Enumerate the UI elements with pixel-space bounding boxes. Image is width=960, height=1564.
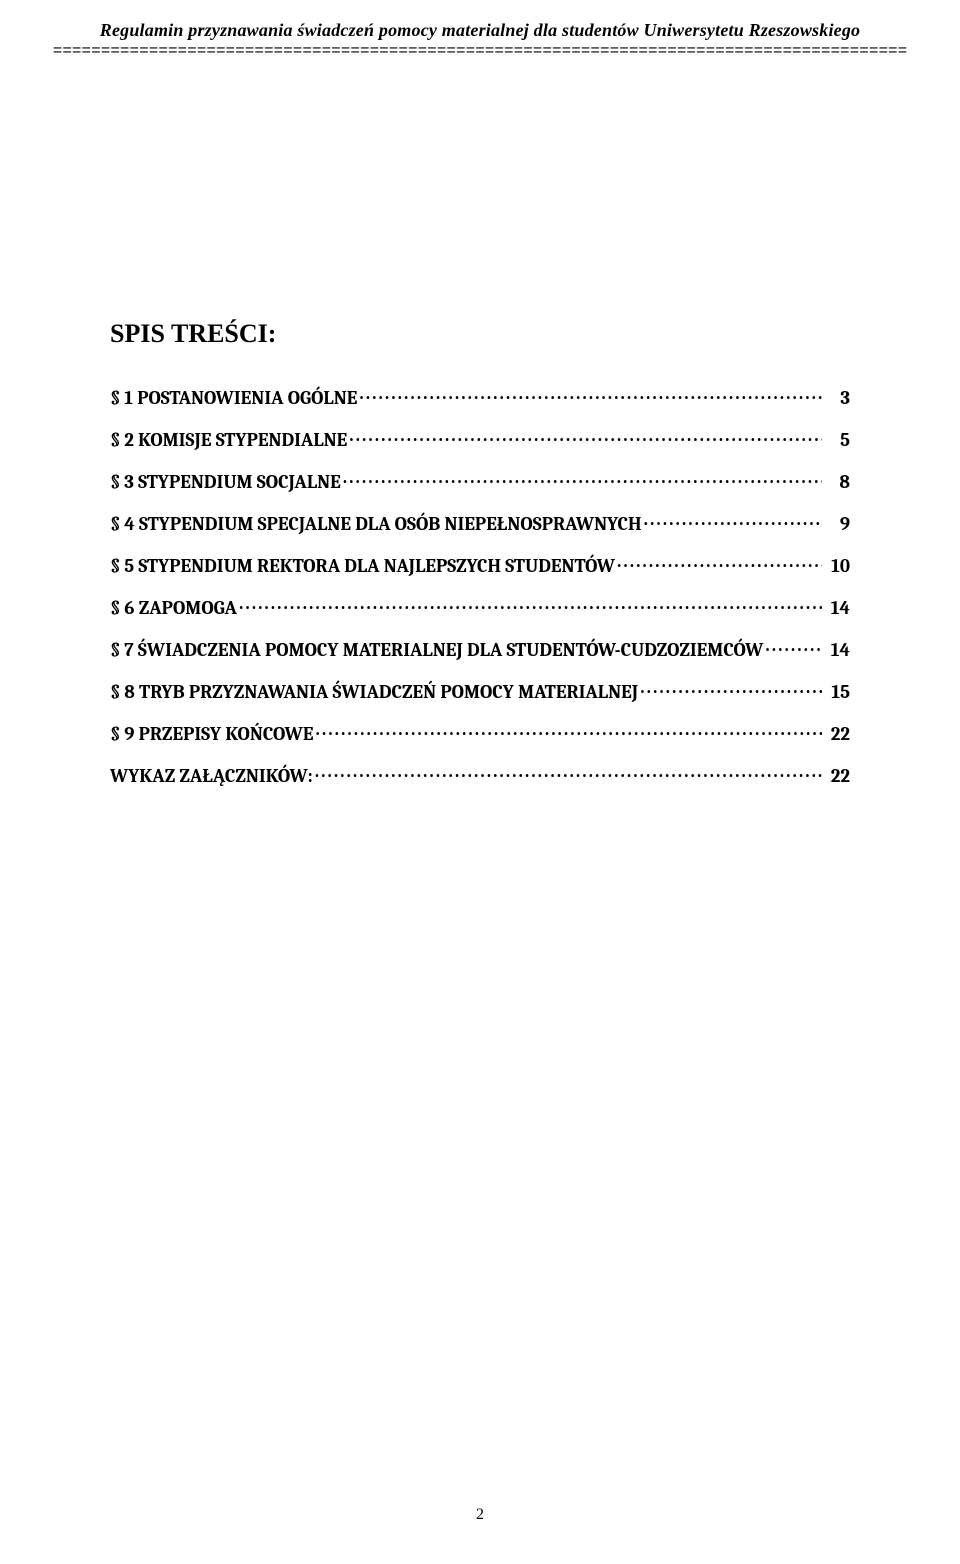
toc-entry-label: § 8 TRYB PRZYZNAWANIA ŚWIADCZEŃ POMOCY M… [110,681,638,703]
toc-entry-page: 14 [824,597,850,619]
toc-leader-dots [316,721,823,740]
toc-entry-label: § 6 ZAPOMOGA [110,597,237,619]
toc-entry-label: WYKAZ ZAŁĄCZNIKÓW: [110,765,313,787]
toc-entry-label: § 4 STYPENDIUM SPECJALNE DLA OSÓB NIEPEŁ… [110,513,642,535]
toc-leader-dots [349,427,822,446]
toc-entry-page: 9 [824,513,850,535]
toc-entry-page: 8 [824,471,850,493]
page-number: 2 [0,1506,960,1524]
toc-row: § 4 STYPENDIUM SPECJALNE DLA OSÓB NIEPEŁ… [110,511,850,535]
toc-entry-page: 22 [824,723,850,745]
toc-row: § 3 STYPENDIUM SOCJALNE 8 [110,469,850,493]
toc-entry-label: § 2 KOMISJE STYPENDIALNE [110,429,347,451]
toc-entry-page: 15 [824,681,850,703]
toc-leader-dots [359,385,822,404]
toc-entry-page: 10 [824,555,850,577]
toc-leader-dots [239,595,822,614]
toc-row: § 6 ZAPOMOGA 14 [110,595,850,619]
toc-row: § 8 TRYB PRZYZNAWANIA ŚWIADCZEŃ POMOCY M… [110,679,850,703]
content-area: SPIS TREŚCI: § 1 POSTANOWIENIA OGÓLNE3§ … [0,59,960,787]
table-of-contents: § 1 POSTANOWIENIA OGÓLNE 3 § 2 KOMISJE STY… [110,385,850,787]
toc-entry-page: 14 [824,639,850,661]
toc-leader-dots [765,637,822,656]
header-rule: ========================================… [0,43,960,59]
toc-leader-dots [315,763,822,782]
toc-entry-label: § 9 PRZEPISY KOŃCOWE [110,723,314,745]
running-title: Regulamin przyznawania świadczeń pomocy … [0,20,960,41]
toc-title: SPIS TREŚCI: [110,319,850,349]
toc-leader-dots [343,469,822,488]
toc-entry-label: § 5 STYPENDIUM REKTORA DLA NAJLEPSZYCH S… [110,555,615,577]
toc-entry-label: § 1 POSTANOWIENIA OGÓLNE [110,387,357,409]
toc-entry-page: 3 [824,387,850,409]
toc-entry-label: § 7 ŚWIADCZENIA POMOCY MATERIALNEJ DLA S… [110,639,763,661]
toc-row: § 1 POSTANOWIENIA OGÓLNE 3 [110,385,850,409]
toc-row: WYKAZ ZAŁĄCZNIKÓW: 22 [110,763,850,787]
toc-row: § 2 KOMISJE STYPENDIALNE 5 [110,427,850,451]
page: Regulamin przyznawania świadczeń pomocy … [0,0,960,1564]
toc-row: § 7 ŚWIADCZENIA POMOCY MATERIALNEJ DLA S… [110,637,850,661]
page-header: Regulamin przyznawania świadczeń pomocy … [0,0,960,59]
toc-leader-dots [644,511,822,530]
toc-entry-page: 5 [824,429,850,451]
toc-row: § 5 STYPENDIUM REKTORA DLA NAJLEPSZYCH S… [110,553,850,577]
toc-entry-page: 22 [824,765,850,787]
toc-leader-dots [640,679,822,698]
toc-leader-dots [617,553,822,572]
toc-entry-label: § 3 STYPENDIUM SOCJALNE [110,471,341,493]
toc-row: § 9 PRZEPISY KOŃCOWE 22 [110,721,850,745]
